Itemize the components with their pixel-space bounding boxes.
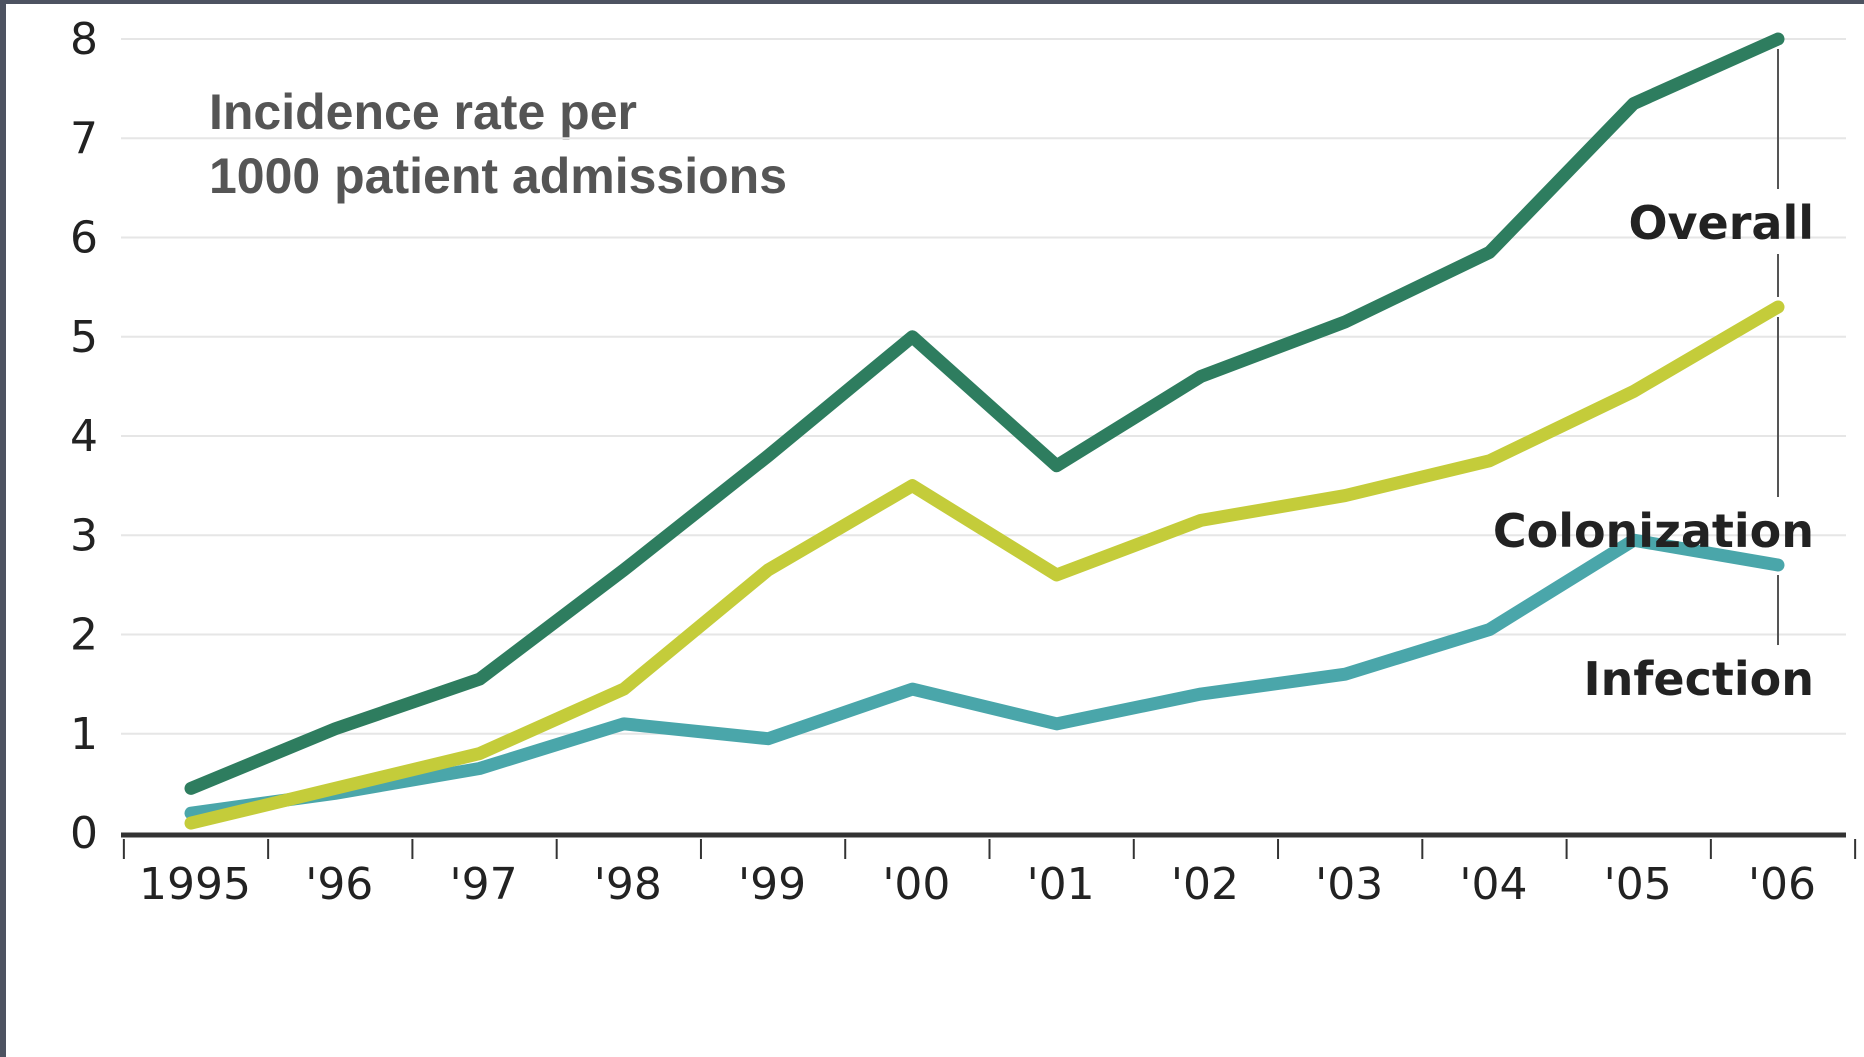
x-tick-label: '98 [594,859,662,910]
y-tick-label: 5 [70,312,98,363]
x-tick-label: '04 [1459,859,1527,910]
chart-panel: Incidence rate per 1000 patient admissio… [6,4,1864,1057]
y-tick-label: 2 [70,610,98,661]
x-tick-label: '06 [1748,859,1816,910]
series-lines [184,32,1785,830]
series-line-overall [184,32,1785,795]
x-tick-label: '05 [1604,859,1672,910]
line-chart: 0 1 2 3 4 5 6 7 8 1995 '96 '97 '98 '99 '00 '01 '02 '03 '04… [70,14,1857,910]
x-tick-label: '02 [1171,859,1239,910]
series-label-infection: Infection [1584,652,1814,706]
y-axis-title: Incidence rate per 1000 patient admissio… [209,80,787,208]
y-tick-label: 7 [70,113,98,164]
x-tick-label: '00 [882,859,950,910]
y-tick-label: 8 [70,14,98,65]
series-line-colonization [184,300,1785,830]
series-labels: Overall Colonization Infection [1493,49,1814,706]
x-tick-label: '03 [1315,859,1383,910]
y-tick-label: 6 [70,213,98,264]
x-tick-label: 1995 [139,859,251,910]
y-tick-label: 1 [70,709,98,760]
y-axis-title-line-1: Incidence rate per [209,84,637,140]
x-tick-label: '01 [1027,859,1095,910]
y-tick-label: 0 [70,808,98,859]
y-axis-title-line-2: 1000 patient admissions [209,148,788,204]
x-tick-label: '99 [738,859,806,910]
series-line-infection [184,533,1785,820]
y-tick-label: 4 [70,411,98,462]
series-label-overall: Overall [1628,196,1814,250]
x-tick-label: '96 [305,859,373,910]
x-tick-label: '97 [449,859,517,910]
series-label-colonization: Colonization [1493,504,1814,558]
axes: 0 1 2 3 4 5 6 7 8 1995 '96 '97 '98 '99 '00 '01 '02 '03 '04… [70,14,1857,910]
y-tick-label: 3 [70,510,98,561]
